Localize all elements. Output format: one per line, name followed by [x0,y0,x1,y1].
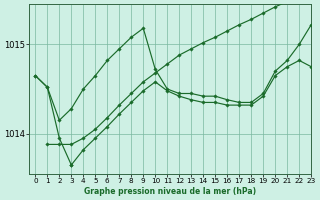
X-axis label: Graphe pression niveau de la mer (hPa): Graphe pression niveau de la mer (hPa) [84,187,256,196]
